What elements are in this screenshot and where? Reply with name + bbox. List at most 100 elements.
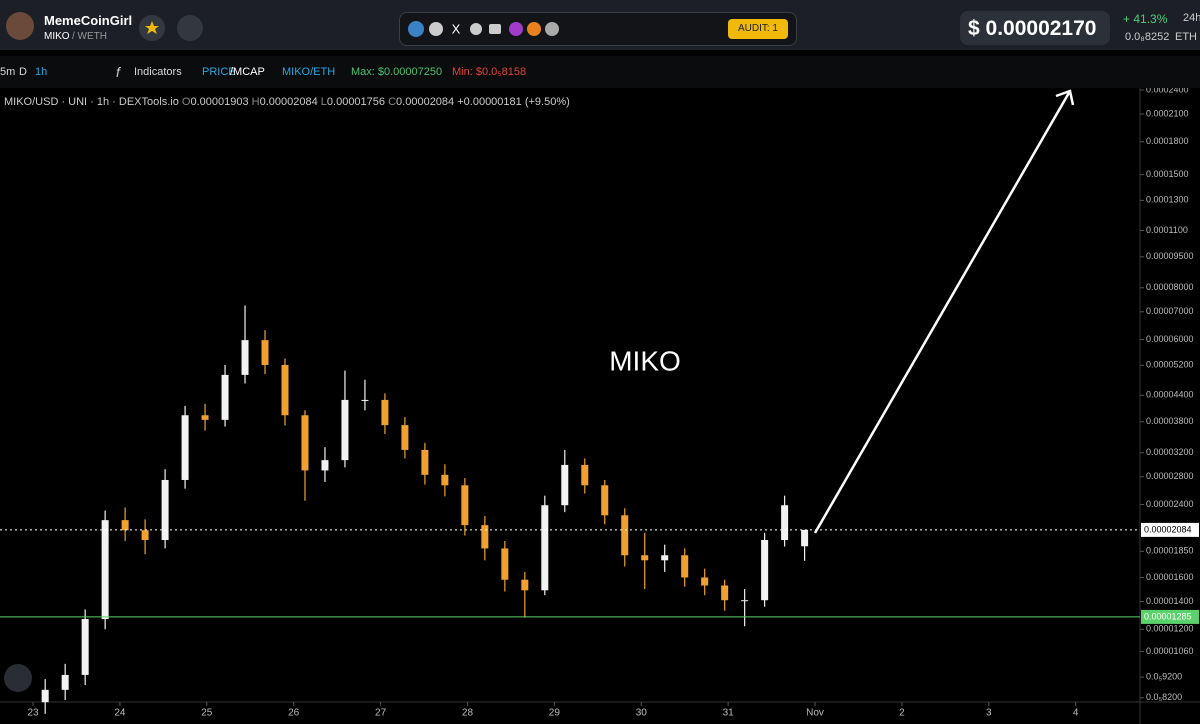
candle-body: [461, 485, 469, 526]
interval-button[interactable]: 5m: [0, 66, 16, 78]
y-tick-label: 0.00002400: [1146, 499, 1194, 509]
x-tick-label: 25: [201, 708, 213, 719]
price-tag: [1141, 609, 1199, 624]
candle-body: [381, 399, 389, 426]
min-price: Min: $0.0₅8158: [452, 66, 527, 78]
candle-body: [421, 449, 429, 475]
interval-button[interactable]: 1h: [35, 66, 48, 78]
pair-base: MIKO: [44, 31, 70, 42]
pair-quote: / WETH: [72, 31, 107, 42]
candle-body: [761, 540, 769, 601]
y-tick-label: 0.00006000: [1146, 334, 1194, 344]
candle-body: [561, 464, 569, 506]
y-tick-label: 0.00003200: [1146, 447, 1194, 457]
y-tick-label: 0.00002800: [1146, 471, 1194, 481]
symbol: MIKO/USD · UNI · 1h · DEXTools.io: [4, 96, 179, 108]
x-tick-label: 30: [636, 708, 648, 719]
y-tick-label: 0.00009500: [1146, 251, 1194, 261]
price-tag-label: 0.00002084: [1144, 524, 1192, 534]
candle-body: [681, 555, 689, 578]
candle-body: [241, 340, 249, 375]
x-tick-label: 29: [549, 708, 561, 719]
candle-body: [801, 529, 809, 547]
y-tick-label: 0.00008000: [1146, 282, 1194, 292]
candle-body: [41, 689, 49, 703]
candle-body: [601, 485, 609, 516]
price-change: + 41.3%: [1123, 12, 1168, 26]
ohlc-value: 0.00001756: [326, 96, 386, 108]
max-price: Max: $0.00007250: [351, 66, 443, 78]
y-tick-label: 0.0001500: [1146, 169, 1189, 179]
candle-body: [341, 399, 349, 461]
candle-body: [521, 579, 529, 591]
candle-body: [721, 585, 729, 601]
avatar: [6, 12, 34, 40]
y-tick-label: 0.0001800: [1146, 136, 1189, 146]
x-tick-label: 3: [986, 708, 992, 719]
svg-text:X: X: [452, 21, 461, 36]
y-tick-label: 0.0₅8200: [1146, 692, 1182, 702]
y-tick-label: 0.0002400: [1146, 88, 1189, 94]
candle-body: [481, 525, 489, 549]
indicators-icon: f: [116, 64, 120, 80]
candle-body: [221, 374, 229, 420]
candle-body: [121, 520, 129, 531]
candle-body: [441, 474, 449, 486]
price-box: $ 0.00002170: [960, 11, 1110, 45]
candle-body: [741, 600, 749, 602]
x-tick-label: 23: [27, 708, 39, 719]
y-tick-label: 0.0001300: [1146, 195, 1189, 205]
ohlc-key: C: [388, 96, 397, 108]
candle-body: [81, 619, 89, 675]
y-tick-label: 0.00005200: [1146, 360, 1194, 370]
price-usd: $ 0.00002170: [968, 17, 1097, 40]
y-tick-label: 0.00001060: [1146, 646, 1194, 656]
candle-body: [701, 577, 709, 586]
ohlc-key: L: [320, 96, 327, 108]
candle-body: [101, 520, 109, 620]
y-tick-label: 0.0₅9200: [1146, 671, 1182, 681]
candle-body: [61, 674, 69, 690]
y-tick-label: 0.00001200: [1146, 624, 1194, 634]
x-tick-label: 24: [114, 708, 126, 719]
price-eth-unit: ETH: [1175, 31, 1197, 43]
interval-button[interactable]: D: [19, 66, 27, 78]
ohlc-value: 0.00002084: [396, 96, 455, 108]
candle-body: [661, 555, 669, 561]
links-bar: X AUDIT: 1: [399, 12, 797, 46]
y-tick-label: 0.00003800: [1146, 416, 1194, 426]
candle-body: [141, 530, 149, 541]
y-tick-label: 0.0002100: [1146, 108, 1189, 118]
mcap-toggle[interactable]: /MCAP: [230, 66, 265, 78]
price-toggle[interactable]: PRICE: [202, 66, 236, 78]
star-icon: [145, 21, 159, 34]
favorite-button[interactable]: [139, 15, 165, 41]
x-tick-label: Nov: [806, 708, 824, 719]
candle-body: [181, 415, 189, 480]
change-period: 24h: [1183, 12, 1200, 24]
ohlc-change: +0.00000181 (+9.50%): [457, 96, 570, 108]
candle-body: [321, 460, 329, 471]
arrow: [813, 89, 1075, 534]
toolbar: 5m D 1h f Indicators PRICE /MCAP MIKO/ET…: [0, 56, 1200, 88]
annotation: MIKO: [609, 345, 681, 376]
candle-body: [361, 399, 369, 401]
ohlc-legend: MIKO/USD · UNI · 1h · DEXTools.io O 0.000…: [4, 96, 570, 108]
y-tick-label: 0.00007000: [1146, 306, 1194, 316]
token-name: MemeCoinGirl: [44, 13, 133, 28]
indicators-button[interactable]: Indicators: [134, 66, 182, 78]
pair-toggle[interactable]: MIKO/ETH: [282, 66, 336, 78]
price-tag: [1141, 522, 1199, 537]
ohlc-key: O: [181, 96, 191, 108]
candle-body: [201, 415, 209, 420]
y-tick-label: 0.00001850: [1146, 546, 1194, 556]
candle-body: [621, 515, 629, 556]
candle-body: [161, 479, 169, 541]
candle-body: [301, 415, 309, 471]
share-button[interactable]: [177, 15, 203, 41]
social-icons: X: [408, 21, 559, 37]
ohlc-value: 0.00002084: [259, 96, 318, 108]
x-tick-label: 4: [1073, 708, 1079, 719]
audit-badge[interactable]: AUDIT: 1: [728, 19, 788, 39]
price-tag-label: 0.00001285: [1144, 611, 1192, 621]
